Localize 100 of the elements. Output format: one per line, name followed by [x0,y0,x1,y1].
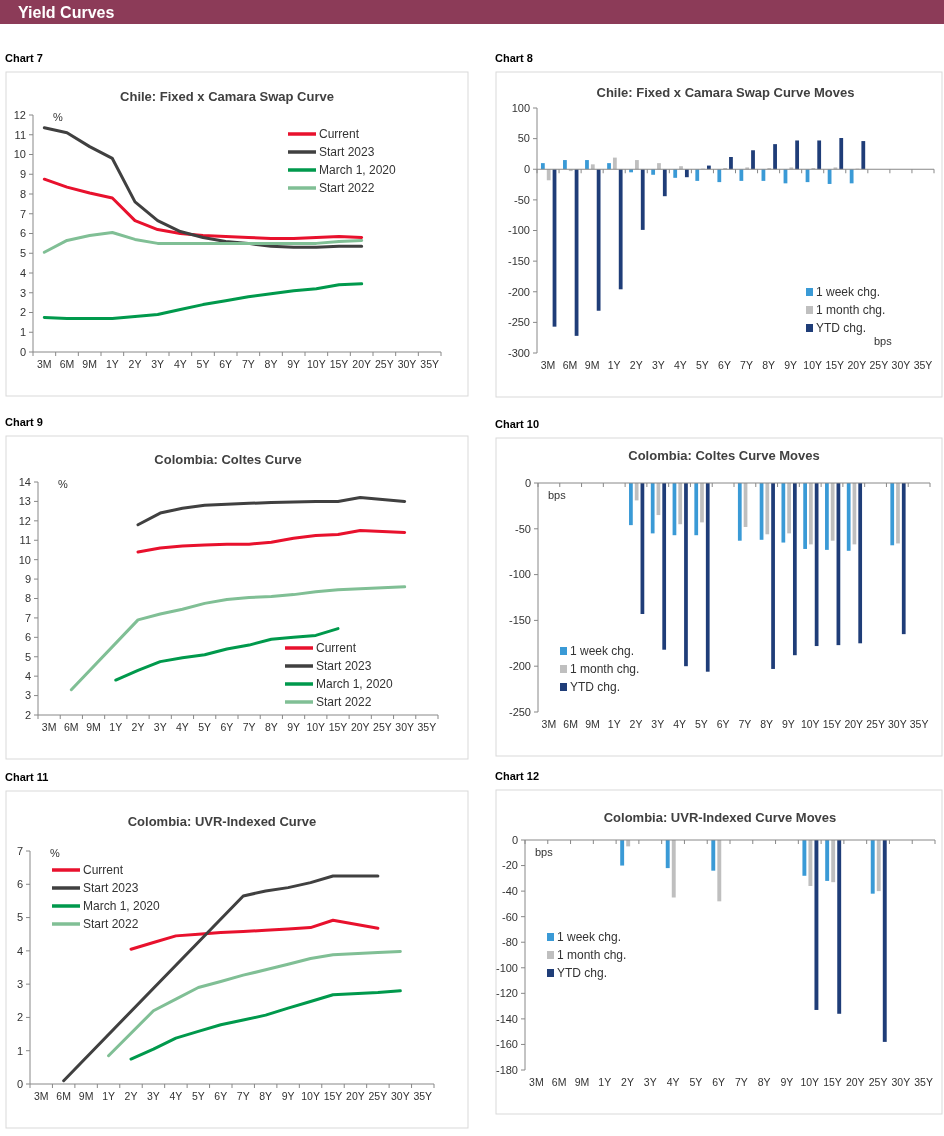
x-tick-label: 5Y [694,717,708,730]
y-tick-label: 3 [24,689,31,702]
x-tick-label: 20Y [346,1089,365,1102]
y-tick-label: 8 [24,592,31,605]
y-tick-label: -180 [495,1063,518,1076]
legend-label: YTD chg. [816,321,867,336]
chart-title: Colombia: UVR-Indexed Curve [127,813,317,829]
legend-label: March 1, 2020 [316,677,394,692]
x-tick-label: 4Y [169,1089,183,1102]
chart-title: Colombia: Coltes Curve [154,451,302,467]
x-tick-label: 5Y [198,720,212,733]
x-tick-label: 30Y [891,1075,911,1088]
y-tick-label: 0 [524,476,531,489]
y-tick-label: 3 [16,977,23,990]
chart-title: Colombia: Coltes Curve Moves [628,447,820,463]
y-tick-label: 4 [19,266,26,279]
x-tick-label: 7Y [241,357,255,370]
y-tick-label: 3 [19,286,26,299]
y-tick-label: 6 [16,878,23,891]
y-tick-label: 9 [19,168,26,181]
y-tick-label: 0 [523,163,530,176]
y-tick-label: -60 [502,910,518,923]
chart-title: Chile: Fixed x Camara Swap Curve Moves [596,84,855,100]
y-tick-label: 50 [517,132,530,145]
legend-label: YTD chg. [570,680,621,695]
legend-label: March 1, 2020 [319,163,397,178]
legend-label: YTD chg. [557,966,608,981]
x-tick-label: 7Y [734,1075,748,1088]
x-tick-label: 4Y [666,1075,680,1088]
legend-label: 1 month chg. [816,303,886,318]
y-tick-label: -250 [508,705,531,718]
caption: Chart 9 [5,415,43,428]
y-tick-label: -40 [502,884,518,897]
x-tick-label: 7Y [738,717,752,730]
x-tick-label: 8Y [760,717,774,730]
y-tick-label: -300 [507,346,530,359]
y-tick-label: -120 [495,987,518,1000]
y-tick-label: -250 [507,316,530,329]
y-tick-label: -50 [515,522,531,535]
y-tick-label: 13 [18,495,31,508]
x-tick-label: 3Y [153,720,167,733]
x-tick-label: 20Y [352,357,372,370]
x-tick-label: 20Y [844,717,864,730]
x-tick-label: 3M [529,1075,544,1088]
y-tick-label: 0 [511,833,518,846]
x-tick-label: 6Y [712,1075,726,1088]
x-tick-label: 9Y [782,717,795,730]
x-tick-label: 5Y [695,358,709,371]
x-tick-label: 15Y [825,358,845,371]
x-tick-label: 25Y [374,357,394,370]
legend-label: 1 week chg. [557,930,622,945]
x-tick-label: 20Y [350,720,370,733]
x-tick-label: 35Y [909,717,929,730]
legend-label: Current [319,127,360,142]
y-tick-label: 12 [18,514,31,527]
x-tick-label: 6M [59,357,75,370]
y-axis-title: % [58,477,68,490]
y-tick-label: -80 [502,936,518,949]
y-tick-label: 14 [18,475,31,488]
y-tick-label: 8 [19,187,26,200]
x-tick-label: 3Y [651,358,665,371]
caption: Chart 11 [5,770,49,783]
y-tick-label: 5 [16,911,23,924]
x-tick-label: 20Y [847,358,867,371]
x-tick-label: 35Y [420,357,440,370]
y-tick-label: 11 [19,534,31,547]
y-axis-title: % [50,846,60,859]
x-tick-label: 30Y [397,357,417,370]
x-tick-label: 2Y [629,358,643,371]
x-tick-label: 35Y [413,1089,433,1102]
x-tick-label: 6Y [718,358,731,371]
y-tick-label: -200 [507,285,530,298]
y-tick-label: 0 [19,345,26,358]
x-tick-label: 15Y [823,1075,842,1088]
legend-label: Start 2023 [316,659,372,674]
x-tick-label: 2Y [629,717,643,730]
y-tick-label: 2 [16,1011,23,1024]
x-tick-label: 30Y [390,1089,410,1102]
y-tick-label: 7 [16,844,23,857]
x-tick-label: 6M [56,1089,71,1102]
x-tick-label: 1Y [607,358,621,371]
x-tick-label: 6M [562,358,578,371]
x-tick-label: 1Y [102,1089,115,1102]
x-tick-label: 3Y [643,1075,657,1088]
chart-title: Chile: Fixed x Camara Swap Curve [120,88,334,104]
x-tick-label: 6M [563,717,578,730]
x-tick-label: 2Y [124,1089,138,1102]
x-tick-label: 4Y [176,720,189,733]
y-tick-label: -200 [508,660,531,673]
x-tick-label: 7Y [740,358,753,371]
x-tick-label: 9Y [281,1089,295,1102]
x-tick-label: 6Y [220,720,234,733]
x-tick-label: 2Y [131,720,145,733]
y-tick-label: -100 [507,224,530,237]
legend-label: Current [83,863,124,878]
legend-label: 1 month chg. [557,948,627,963]
y-tick-label: 4 [16,944,23,957]
y-tick-label: 4 [24,670,31,683]
y-axis-title: % [53,110,63,123]
y-tick-label: 1 [16,1044,23,1057]
